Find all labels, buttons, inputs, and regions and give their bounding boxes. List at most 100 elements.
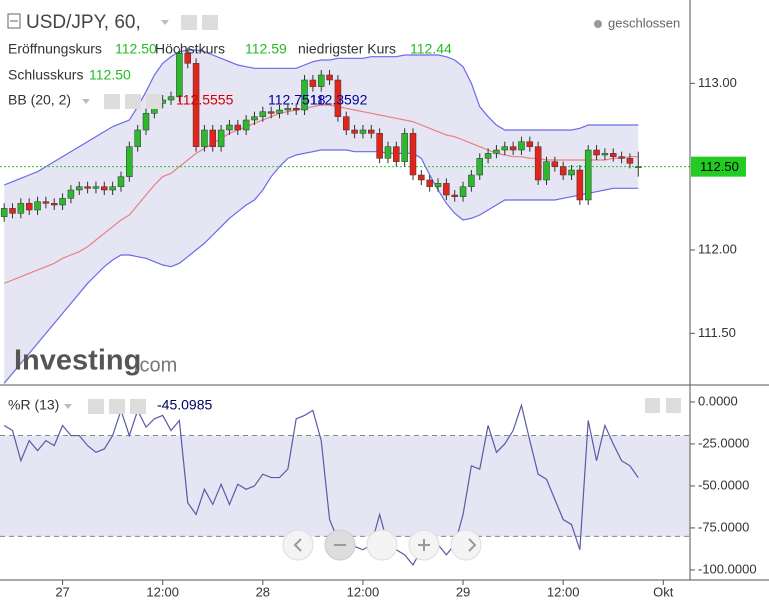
- candle-body: [476, 158, 483, 176]
- candle-body: [84, 186, 91, 189]
- y-tick-label: -100.0000: [698, 561, 757, 576]
- candle-body: [251, 116, 258, 121]
- candle-body: [301, 79, 308, 111]
- eye-icon[interactable]: [88, 399, 104, 414]
- candle-body: [534, 146, 542, 181]
- x-tick-label: 28: [256, 584, 270, 599]
- level-band: [0, 435, 690, 537]
- candle-body: [359, 129, 367, 134]
- low-value: 112.44: [410, 41, 452, 57]
- candle-body: [393, 146, 400, 162]
- candle-body: [201, 129, 208, 147]
- y-tick-label: -50.0000: [698, 477, 749, 492]
- candle-body: [284, 108, 292, 111]
- candle-body: [576, 169, 584, 201]
- candle-body: [242, 119, 250, 131]
- move-down-icon[interactable]: [666, 398, 681, 413]
- candle-body: [551, 161, 559, 167]
- wr-value: -45.0985: [157, 397, 212, 413]
- candle-body: [451, 194, 458, 197]
- candle-body: [292, 108, 300, 111]
- status-dot: [594, 20, 602, 28]
- candle-body: [509, 146, 517, 151]
- x-tick-label: Okt: [653, 584, 674, 599]
- scroll-left[interactable]: [282, 529, 314, 561]
- candle-body: [259, 111, 267, 117]
- candle-body: [434, 183, 442, 187]
- dropdown-arrow[interactable]: [64, 404, 72, 409]
- candle-body: [276, 109, 283, 114]
- last-price-box: [691, 156, 746, 177]
- reset[interactable]: [366, 529, 398, 561]
- candle-body: [334, 79, 342, 117]
- nav-glyphs: [293, 538, 477, 552]
- eye-icon[interactable]: [181, 15, 197, 30]
- candle-body: [176, 53, 183, 97]
- open-label: Eröffnungskurs: [8, 41, 102, 57]
- x-tick-label: 29: [456, 584, 470, 599]
- settings-icon[interactable]: [202, 15, 218, 30]
- candle-body: [59, 198, 66, 206]
- candle-body: [126, 146, 133, 177]
- candle-body: [593, 149, 600, 156]
- candle-body: [559, 166, 567, 176]
- candle-body: [17, 203, 25, 214]
- dropdown-arrow[interactable]: [82, 99, 90, 104]
- eye-icon[interactable]: [104, 94, 120, 109]
- candle-body: [117, 176, 125, 187]
- close-icon[interactable]: [130, 399, 146, 414]
- collapse-icon[interactable]: [7, 13, 21, 29]
- williams-r-plot: [0, 403, 690, 566]
- candle-body: [493, 149, 500, 154]
- close-icon[interactable]: [146, 94, 162, 109]
- candle-body: [167, 96, 175, 101]
- candle-body: [409, 133, 417, 176]
- candle-body: [267, 111, 275, 114]
- dropdown-arrow[interactable]: [161, 20, 169, 25]
- candle-body: [426, 179, 433, 187]
- last-price-label: 112.50: [700, 159, 739, 174]
- bb-label: BB (20, 2): [8, 92, 71, 108]
- candle-body: [618, 156, 625, 159]
- band-fill: [4, 50, 639, 384]
- candle-body: [584, 149, 592, 201]
- settings-icon[interactable]: [125, 94, 141, 109]
- candle-body: [501, 146, 509, 151]
- band-middle: [3, 104, 639, 284]
- y-tick-label: -75.0000: [698, 519, 749, 534]
- settings-icon[interactable]: [109, 399, 125, 414]
- logo: Investing: [14, 345, 141, 377]
- candle-body: [134, 129, 141, 147]
- candle-body: [418, 174, 425, 181]
- close-label: Schlusskurs: [8, 67, 83, 83]
- candle-body: [34, 201, 41, 211]
- high-label: Höchstkurs: [155, 41, 225, 57]
- scroll-right[interactable]: [450, 529, 482, 561]
- y-tick-label: 0.0000: [698, 393, 738, 408]
- y-tick-label: -25.0000: [698, 435, 749, 450]
- x-tick-label: 12:00: [547, 584, 580, 599]
- candle-body: [184, 53, 191, 64]
- y-tick-label: 112.00: [698, 241, 737, 256]
- y-tick-label: 111.50: [698, 325, 736, 340]
- open-value: 112.50: [115, 41, 157, 57]
- candle-body: [192, 63, 200, 147]
- band-upper: [3, 49, 639, 186]
- candle-body: [326, 74, 333, 81]
- candle-body: [443, 183, 450, 196]
- candle-body: [109, 186, 116, 191]
- price-plot: [0, 48, 690, 384]
- candle-body: [343, 116, 350, 131]
- move-up-icon[interactable]: [645, 398, 660, 413]
- candle-body: [351, 129, 358, 134]
- candle-body: [526, 141, 534, 147]
- status: geschlossen: [608, 15, 680, 30]
- candle-body: [384, 146, 392, 159]
- x-tick-label: 12:00: [146, 584, 179, 599]
- candle-body: [92, 186, 100, 189]
- candle-body: [234, 124, 242, 131]
- candle-body: [518, 141, 525, 151]
- candle-body: [67, 189, 75, 199]
- candle-body: [317, 74, 325, 87]
- candle-body: [142, 113, 150, 131]
